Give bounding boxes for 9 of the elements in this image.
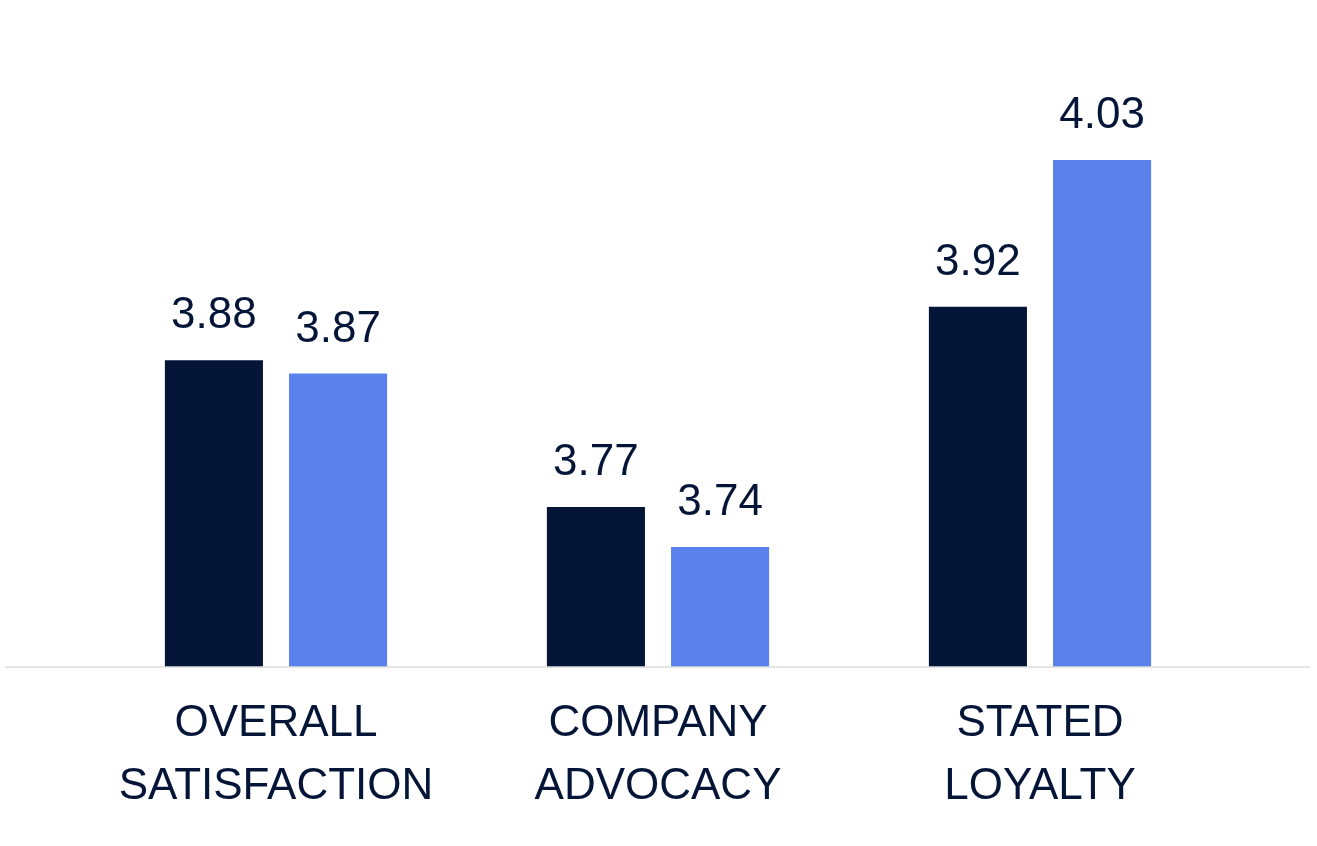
x-tick-label: STATED LOYALTY xyxy=(944,696,1136,808)
data-label: 3.77 xyxy=(553,435,639,485)
data-label: 3.87 xyxy=(295,301,381,351)
x-tick-label: COMPANY ADVOCACY xyxy=(534,696,782,808)
data-label: 4.03 xyxy=(1059,88,1145,138)
data-label: 3.88 xyxy=(171,288,257,338)
data-label: 3.92 xyxy=(935,234,1021,284)
data-label: 3.74 xyxy=(677,475,763,525)
x-tick-label: OVERALL SATISFACTION xyxy=(118,696,434,808)
